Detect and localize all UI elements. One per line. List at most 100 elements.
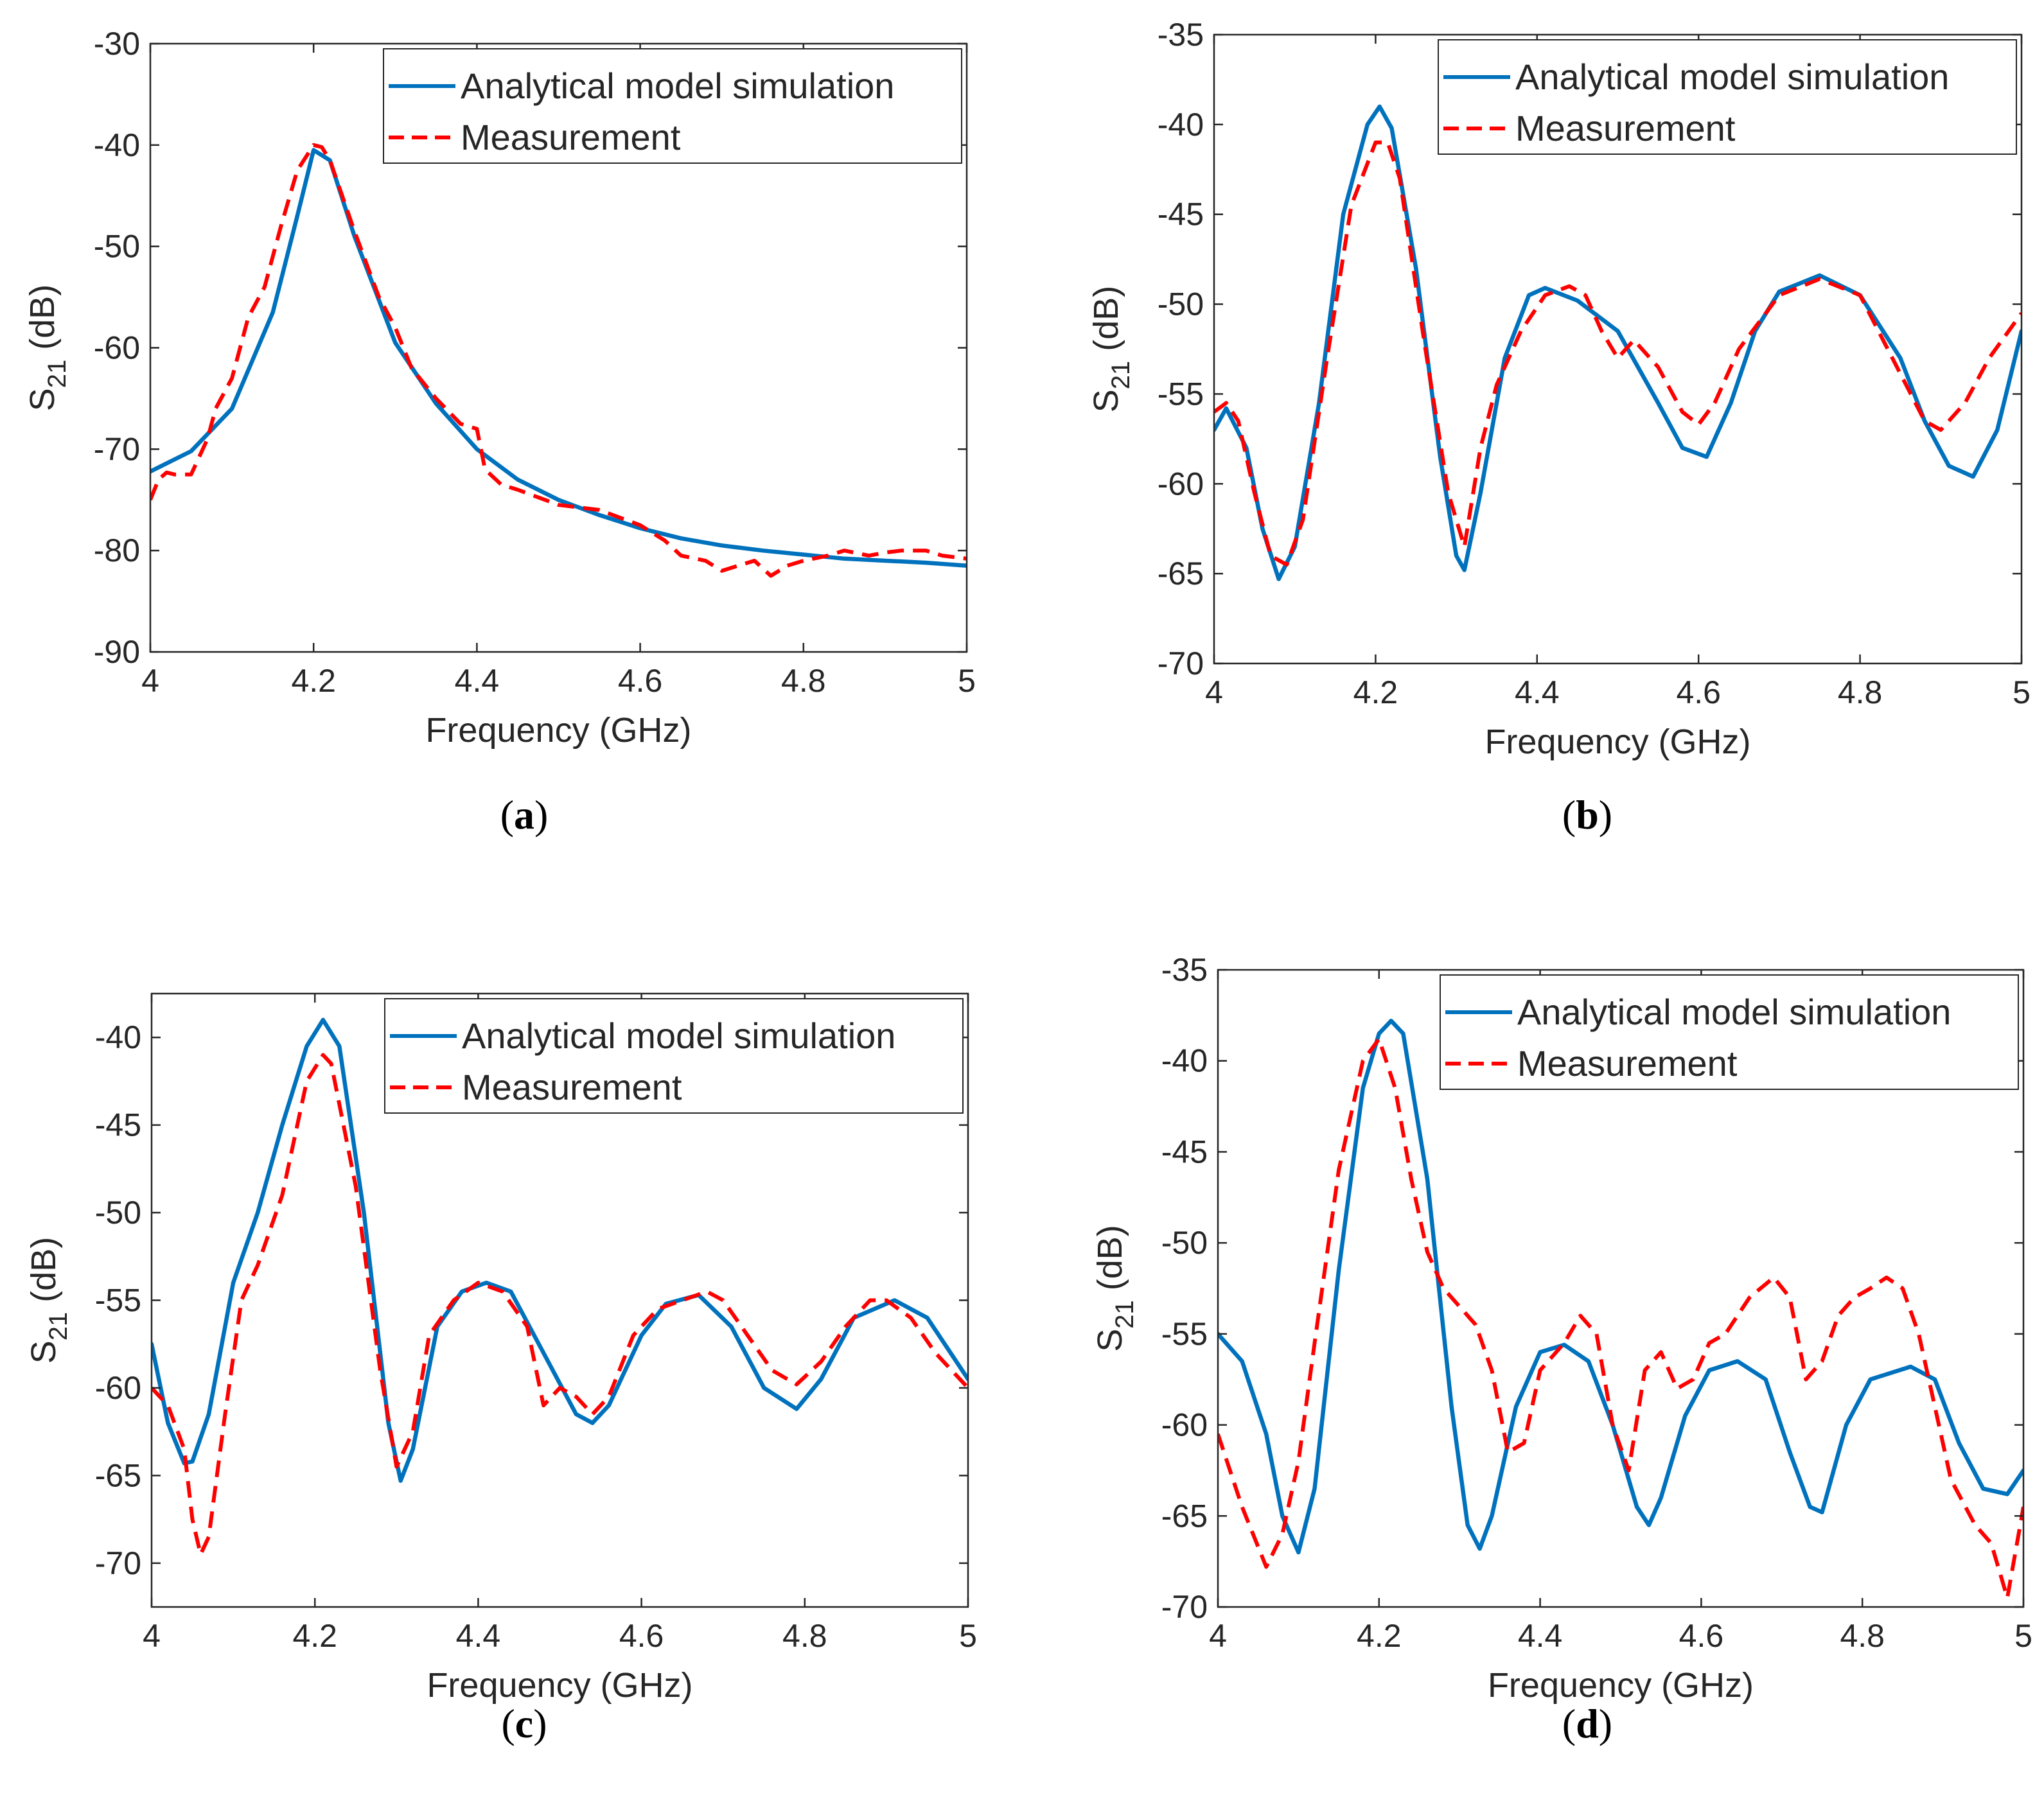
y-tick-label: -45 xyxy=(1158,197,1204,233)
x-axis-label: Frequency (GHz) xyxy=(1485,723,1750,761)
x-tick-label: 4.4 xyxy=(456,1618,501,1654)
y-axis-label: S21 (dB) xyxy=(1091,1225,1139,1352)
legend-entry: Analytical model simulation xyxy=(1517,992,1951,1032)
legend-box xyxy=(383,48,962,164)
legend-box xyxy=(384,998,964,1114)
y-axis-label-main: S xyxy=(1087,389,1125,412)
y-tick-label: -40 xyxy=(1161,1043,1208,1079)
x-tick-label: 4.2 xyxy=(292,1618,337,1654)
x-tick-label: 4.2 xyxy=(291,663,336,699)
x-tick-label: 4.4 xyxy=(455,663,500,699)
legend-entry: Measurement xyxy=(462,1067,682,1107)
y-tick-label: -45 xyxy=(1161,1134,1208,1170)
panel-caption: (d) xyxy=(1562,1701,1612,1746)
legend: Analytical model simulation Measurement xyxy=(1440,974,2019,1090)
y-tick-label: -65 xyxy=(1161,1498,1208,1534)
x-axis-label: Frequency (GHz) xyxy=(427,1666,692,1705)
axes-box xyxy=(1217,969,2025,1608)
chart-panel-b: 4 4.2 4.4 4.6 4.8 5 -70 -65 -60 -55 -50 -45 -40 -35 Fr… xyxy=(1087,17,2031,838)
y-axis-label-main: S xyxy=(1091,1329,1129,1352)
y-tick-label: -50 xyxy=(95,1195,141,1231)
x-tick-label: 4.8 xyxy=(782,1618,827,1654)
chart-panel-c: 4 4.2 4.4 4.6 4.8 5 -70 -65 -60 -55 -50 -45 -40 Frequ… xyxy=(24,992,977,1746)
y-tick-label: -60 xyxy=(95,1370,141,1406)
y-tick-label: -40 xyxy=(94,127,140,163)
y-axis-label-main: S xyxy=(23,388,62,411)
x-tick-label: 4 xyxy=(141,663,159,699)
caption-letter: d xyxy=(1576,1701,1599,1746)
legend: Analytical model simulation Measurement xyxy=(384,998,964,1114)
y-tick-label: -40 xyxy=(95,1019,141,1055)
x-tick-label: 5 xyxy=(2013,674,2031,710)
measurement-series-line xyxy=(150,143,967,578)
y-tick-label: -55 xyxy=(95,1283,141,1319)
x-tick-label: 4.6 xyxy=(618,663,663,699)
y-tick-label: -30 xyxy=(94,26,140,62)
x-tick-label: 5 xyxy=(959,1618,977,1654)
panel-caption: (a) xyxy=(500,792,549,838)
y-tick-label: -60 xyxy=(1161,1407,1208,1443)
caption-paren-close: ) xyxy=(1599,1701,1612,1746)
y-axis-label-unit: (dB) xyxy=(1087,286,1125,361)
y-tick-label: -35 xyxy=(1158,17,1204,53)
legend-box xyxy=(1438,39,2017,155)
y-tick-label: -60 xyxy=(94,330,140,366)
x-tick-label: 4 xyxy=(143,1618,161,1654)
y-tick-label: -60 xyxy=(1158,466,1204,502)
x-tick-label: 4.8 xyxy=(781,663,826,699)
y-axis-label: S21 (dB) xyxy=(1087,286,1135,413)
y-axis-label-subscript: 21 xyxy=(44,1312,73,1341)
measurement-series-line xyxy=(152,1053,968,1557)
axes-box xyxy=(1213,33,2023,665)
y-tick-label: -55 xyxy=(1161,1316,1208,1352)
y-tick-label: -50 xyxy=(1158,286,1204,322)
y-tick-label: -90 xyxy=(94,634,140,670)
x-tick-label: 4.4 xyxy=(1515,674,1560,710)
y-tick-label: -50 xyxy=(94,229,140,265)
legend: Analytical model simulation Measurement xyxy=(1438,39,2017,155)
legend-box xyxy=(1440,974,2019,1090)
caption-paren-open: ( xyxy=(501,1701,515,1746)
caption-letter: c xyxy=(515,1701,533,1746)
x-axis-label: Frequency (GHz) xyxy=(1488,1666,1754,1705)
x-tick-label: 4 xyxy=(1209,1618,1227,1654)
x-tick-label: 4.8 xyxy=(1840,1618,1885,1654)
y-axis-label-unit: (dB) xyxy=(23,285,62,360)
y-tick-label: -80 xyxy=(94,532,140,568)
y-axis-label-subscript: 21 xyxy=(1111,1300,1139,1329)
panel-caption: (c) xyxy=(501,1701,547,1746)
measurement-series-line xyxy=(1214,140,2022,567)
y-tick-label: -35 xyxy=(1161,952,1208,988)
x-tick-label: 5 xyxy=(2014,1618,2032,1654)
y-axis-label-subscript: 21 xyxy=(1107,361,1135,390)
x-tick-label: 4.6 xyxy=(1676,674,1721,710)
y-tick-label: -70 xyxy=(95,1545,141,1581)
y-tick-label: -45 xyxy=(95,1107,141,1143)
y-tick-label: -65 xyxy=(95,1457,141,1493)
x-tick-label: 4.2 xyxy=(1357,1618,1402,1654)
y-tick-label: -70 xyxy=(94,431,140,467)
simulation-series-line xyxy=(1218,1019,2023,1555)
x-tick-label: 4.4 xyxy=(1518,1618,1563,1654)
chart-panel-d: 4 4.2 4.4 4.6 4.8 5 -70 -65 -60 -55 -50 -45 -40 -35 Fr… xyxy=(1091,952,2032,1746)
y-tick-label: -40 xyxy=(1158,107,1204,143)
x-tick-label: 4 xyxy=(1205,674,1223,710)
x-tick-label: 4.6 xyxy=(619,1618,664,1654)
legend-entry: Measurement xyxy=(461,117,681,157)
y-axis-label-main: S xyxy=(24,1340,63,1364)
caption-paren-open: ( xyxy=(500,792,514,838)
x-tick-label: 5 xyxy=(958,663,976,699)
x-axis-label: Frequency (GHz) xyxy=(425,711,691,750)
legend: Analytical model simulation Measurement xyxy=(383,48,962,164)
legend-entry: Measurement xyxy=(1517,1043,1738,1084)
y-tick-label: -55 xyxy=(1158,376,1204,412)
y-tick-label: -50 xyxy=(1161,1225,1208,1261)
caption-paren-open: ( xyxy=(1562,792,1576,838)
caption-letter: b xyxy=(1576,792,1599,838)
y-axis-label-unit: (dB) xyxy=(24,1237,63,1312)
y-axis-label-unit: (dB) xyxy=(1091,1225,1129,1300)
legend-entry: Measurement xyxy=(1515,108,1736,148)
x-tick-label: 4.2 xyxy=(1353,674,1398,710)
chart-panel-a: 4 4.2 4.4 4.6 4.8 5 -90 -80 -70 -60 -50 -40 -30 Frequ… xyxy=(23,26,976,838)
